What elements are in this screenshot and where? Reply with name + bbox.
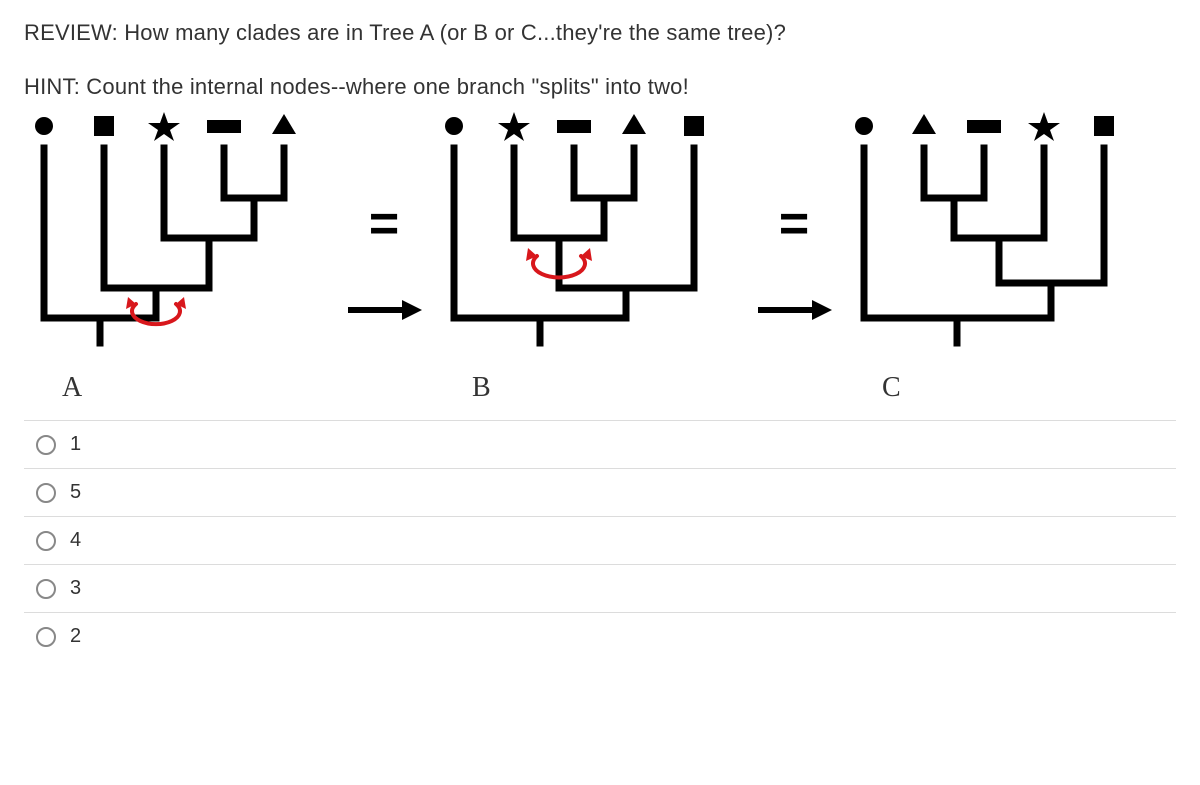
question-keyword: clades (236, 20, 301, 45)
answer-options: 1 5 4 3 2 (24, 420, 1176, 660)
separator-1: = (334, 198, 434, 322)
radio-icon[interactable] (36, 627, 56, 647)
tree-b-svg (434, 108, 744, 368)
arrow-2-icon (754, 298, 834, 322)
question-suffix: are in Tree A (or B or C...they're the s… (301, 20, 786, 45)
hint-suffix: --where one branch "splits" into two! (331, 74, 689, 99)
tree-b-label: B (472, 372, 491, 404)
option-row[interactable]: 4 (24, 516, 1176, 564)
option-row[interactable]: 2 (24, 612, 1176, 660)
tree-a-label: A (62, 372, 82, 404)
equals-2: = (779, 198, 809, 250)
radio-icon[interactable] (36, 579, 56, 599)
separator-2: = (744, 198, 844, 322)
tree-c-svg (844, 108, 1154, 368)
tree-c: C (844, 108, 1154, 404)
question-prefix: REVIEW: How many (24, 20, 236, 45)
question-text: REVIEW: How many clades are in Tree A (o… (24, 20, 1176, 46)
option-label: 1 (70, 433, 81, 456)
option-label: 2 (70, 625, 81, 648)
option-label: 4 (70, 529, 81, 552)
radio-icon[interactable] (36, 483, 56, 503)
hint-text: HINT: Count the internal nodes--where on… (24, 74, 1176, 100)
tree-a: A (24, 108, 334, 404)
tree-c-label: C (882, 372, 901, 404)
radio-icon[interactable] (36, 435, 56, 455)
option-row[interactable]: 3 (24, 564, 1176, 612)
tree-b: B (434, 108, 744, 404)
trees-figure: A = (24, 108, 1176, 404)
radio-icon[interactable] (36, 531, 56, 551)
option-label: 5 (70, 481, 81, 504)
tree-a-svg (24, 108, 334, 368)
equals-1: = (369, 198, 399, 250)
arrow-1-icon (344, 298, 424, 322)
hint-prefix: HINT: Count the (24, 74, 190, 99)
option-label: 3 (70, 577, 81, 600)
option-row[interactable]: 5 (24, 468, 1176, 516)
hint-keyword: internal nodes (190, 74, 331, 99)
option-row[interactable]: 1 (24, 420, 1176, 468)
